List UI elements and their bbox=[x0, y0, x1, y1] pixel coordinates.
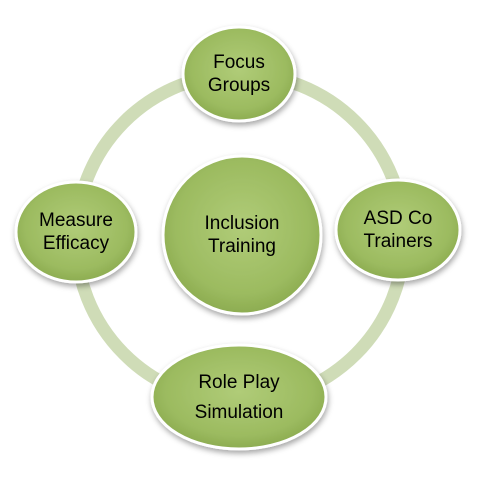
center-label-line1: Inclusion bbox=[204, 213, 280, 234]
node-left-label-line1: Measure bbox=[39, 210, 113, 231]
node-bottom-label: Role Play Simulation bbox=[169, 368, 309, 428]
node-left-shape bbox=[14, 180, 138, 284]
center-circle bbox=[161, 154, 323, 316]
node-left-label: Measure Efficacy bbox=[16, 209, 136, 255]
node-top-shape bbox=[181, 25, 297, 123]
node-bottom-label-line2: Simulation bbox=[194, 402, 284, 423]
node-right-label-line2: Trainers bbox=[363, 231, 433, 252]
center-label: Inclusion Training bbox=[182, 212, 302, 258]
node-bottom-shape bbox=[150, 343, 328, 451]
node-top-label-line2: Groups bbox=[207, 75, 271, 96]
center-label-line2: Training bbox=[208, 236, 276, 257]
node-bottom-label-line1: Role Play bbox=[198, 372, 280, 393]
node-right-shape bbox=[334, 178, 462, 282]
node-right-label: ASD Co Trainers bbox=[338, 207, 458, 253]
node-top-label: Focus Groups bbox=[179, 51, 299, 97]
node-top-label-line1: Focus bbox=[213, 52, 265, 73]
node-right-label-line1: ASD Co bbox=[363, 208, 433, 229]
node-left-label-line2: Efficacy bbox=[42, 233, 110, 254]
